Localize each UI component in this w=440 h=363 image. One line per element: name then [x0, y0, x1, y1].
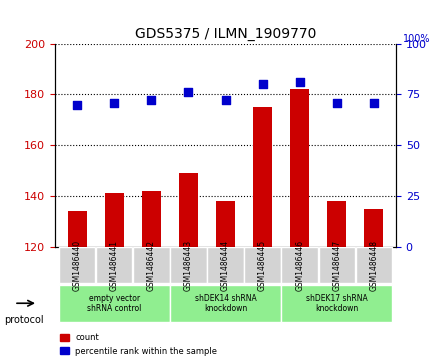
Bar [327, 201, 346, 363]
FancyBboxPatch shape [319, 247, 355, 284]
FancyBboxPatch shape [133, 247, 169, 284]
Point [370, 99, 377, 105]
Text: protocol: protocol [4, 315, 44, 325]
Legend: count, percentile rank within the sample: count, percentile rank within the sample [57, 330, 220, 359]
Point [185, 89, 192, 95]
FancyBboxPatch shape [170, 247, 207, 284]
FancyBboxPatch shape [282, 285, 392, 322]
Text: GSM1486442: GSM1486442 [147, 240, 156, 291]
Point [74, 102, 81, 107]
Text: GSM1486441: GSM1486441 [110, 240, 119, 291]
Point [222, 98, 229, 103]
Text: GSM1486448: GSM1486448 [369, 240, 378, 291]
Bar [290, 89, 309, 363]
Text: GSM1486440: GSM1486440 [73, 240, 82, 291]
Text: GSM1486444: GSM1486444 [221, 240, 230, 291]
Text: GSM1486445: GSM1486445 [258, 240, 267, 291]
Bar [216, 201, 235, 363]
FancyBboxPatch shape [207, 247, 244, 284]
FancyBboxPatch shape [356, 247, 392, 284]
Bar [142, 191, 161, 363]
Bar [364, 209, 383, 363]
Bar [105, 193, 124, 363]
Point [111, 99, 118, 105]
Text: GSM1486447: GSM1486447 [332, 240, 341, 291]
Text: GSM1486443: GSM1486443 [184, 240, 193, 291]
Bar [68, 211, 87, 363]
FancyBboxPatch shape [59, 285, 169, 322]
FancyBboxPatch shape [170, 285, 281, 322]
Point [259, 81, 266, 87]
Text: 100%: 100% [403, 33, 430, 44]
Point [333, 99, 340, 105]
Point [296, 79, 303, 85]
Title: GDS5375 / ILMN_1909770: GDS5375 / ILMN_1909770 [135, 27, 316, 41]
Bar [253, 107, 272, 363]
FancyBboxPatch shape [96, 247, 132, 284]
Text: empty vector
shRNA control: empty vector shRNA control [87, 294, 142, 313]
Text: shDEK14 shRNA
knockdown: shDEK14 shRNA knockdown [194, 294, 257, 313]
Bar [179, 173, 198, 363]
FancyBboxPatch shape [244, 247, 281, 284]
Point [148, 98, 155, 103]
Text: GSM1486446: GSM1486446 [295, 240, 304, 291]
Text: shDEK17 shRNA
knockdown: shDEK17 shRNA knockdown [306, 294, 367, 313]
FancyBboxPatch shape [282, 247, 318, 284]
FancyBboxPatch shape [59, 247, 95, 284]
